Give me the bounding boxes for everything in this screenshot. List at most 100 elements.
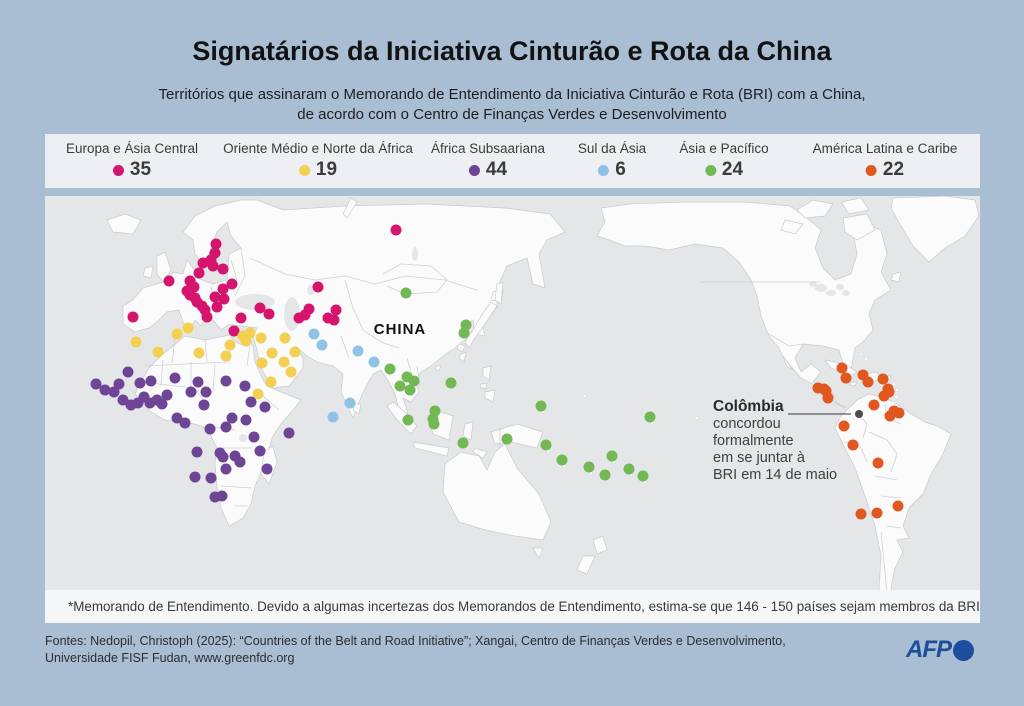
legend-item-america-latina-caribe: América Latina e Caribe 22	[813, 141, 958, 181]
colombia-annotation-marker	[788, 410, 863, 418]
signatory-dot	[384, 363, 396, 375]
signatory-dot	[193, 347, 205, 359]
signatory-dot	[226, 412, 238, 424]
legend-count: 6	[615, 159, 626, 180]
afp-logo-circle-icon	[953, 639, 974, 661]
signatory-dot	[145, 375, 157, 387]
signatory-dot	[263, 308, 275, 320]
signatory-dot	[540, 439, 552, 451]
signatory-dot	[283, 427, 295, 439]
legend-item-sul-da-asia: Sul da Ásia 6	[578, 141, 646, 181]
signatory-dot	[254, 302, 266, 314]
map-footnote: *Memorando de Entendimento. Devido a alg…	[45, 590, 980, 623]
signatory-dot	[224, 339, 236, 351]
legend-label: África Subsaariana	[430, 141, 546, 156]
signatory-dot	[185, 386, 197, 398]
legend: Europa e Ásia Central 35 Oriente Médio e…	[45, 134, 980, 188]
legend-count: 44	[485, 159, 508, 180]
signatory-dot	[390, 224, 402, 236]
signatory-dot	[217, 263, 229, 275]
signatory-dot	[259, 401, 271, 413]
signatory-dot	[330, 304, 342, 316]
legend-label: Europa e Ásia Central	[65, 141, 199, 156]
signatory-dot	[209, 291, 221, 303]
signatory-dot	[838, 420, 850, 432]
signatory-dot	[198, 399, 210, 411]
colombia-annotation: Colômbia concordou formalmente em se jun…	[713, 398, 863, 484]
signatory-dot	[245, 396, 257, 408]
sources-line-2: Universidade FISF Fudan, www.greenfdc.or…	[45, 651, 295, 665]
signatory-dot	[893, 407, 905, 419]
signatory-dot	[254, 445, 266, 457]
signatory-dot	[134, 377, 146, 389]
signatory-dot	[556, 454, 568, 466]
signatory-dot	[855, 508, 867, 520]
signatory-dot	[606, 450, 618, 462]
signatory-dot	[868, 399, 880, 411]
annotation-country-name: Colômbia	[713, 398, 784, 415]
signatory-dot	[182, 322, 194, 334]
signatory-dot	[130, 336, 142, 348]
signatory-dot	[189, 471, 201, 483]
subtitle-line-2: de acordo com o Centro de Finanças Verde…	[297, 106, 727, 123]
signatory-dot	[171, 328, 183, 340]
signatory-dot	[884, 410, 896, 422]
signatory-dot	[308, 328, 320, 340]
signatory-dot	[312, 281, 324, 293]
legend-dot-icon	[598, 164, 610, 176]
signatory-dot	[344, 397, 356, 409]
signatory-dot	[822, 392, 834, 404]
sources-line-1: Fontes: Nedopil, Christoph (2025): “Coun…	[45, 634, 786, 648]
signatory-dot	[239, 380, 251, 392]
signatory-dot	[226, 278, 238, 290]
signatory-dot	[204, 423, 216, 435]
legend-dot-icon	[865, 164, 877, 176]
signatory-dot	[872, 457, 884, 469]
sources: Fontes: Nedopil, Christoph (2025): “Coun…	[45, 633, 786, 667]
afp-logo-text: AFP	[906, 636, 952, 663]
signatory-dot	[217, 283, 229, 295]
signatory-dot	[535, 400, 547, 412]
signatory-dot	[220, 350, 232, 362]
signatory-dot	[289, 346, 301, 358]
signatory-dot	[220, 421, 232, 433]
signatory-dot	[216, 490, 228, 502]
signatory-dot	[197, 257, 209, 269]
legend-item-europa-asia-central: Europa e Ásia Central 35	[66, 141, 198, 181]
legend-dot-icon	[112, 164, 124, 176]
signatory-dot	[836, 362, 848, 374]
signatory-dot	[840, 372, 852, 384]
signatory-dot	[637, 470, 649, 482]
signatory-dot	[299, 309, 311, 321]
signatory-dot	[99, 384, 111, 396]
annotation-line: concordou	[713, 416, 781, 432]
signatory-dot	[171, 412, 183, 424]
signatory-dot	[279, 332, 291, 344]
signatory-dot	[122, 366, 134, 378]
signatory-dot	[404, 384, 416, 396]
subtitle-line-1: Territórios que assinaram o Memorando de…	[158, 86, 866, 103]
signatory-dot	[117, 394, 129, 406]
legend-count: 22	[882, 159, 905, 180]
signatory-dot	[108, 386, 120, 398]
signatory-dot	[113, 378, 125, 390]
signatory-dot	[179, 417, 191, 429]
signatory-dot	[862, 376, 874, 388]
signatory-dot	[218, 293, 230, 305]
china-label: CHINA	[373, 321, 427, 338]
world-map-svg	[90, 196, 980, 609]
legend-count: 35	[129, 159, 152, 180]
signatory-dot	[428, 418, 440, 430]
signatory-dot	[90, 378, 102, 390]
signatory-dot	[402, 414, 414, 426]
signatory-dot	[327, 411, 339, 423]
signatory-dot	[252, 388, 264, 400]
signatory-dot	[240, 414, 252, 426]
world-map: CHINA Colômbia concordou formalmente em …	[45, 196, 980, 623]
signatory-dot	[278, 356, 290, 368]
signatory-dot	[408, 375, 420, 387]
signatory-dot	[200, 386, 212, 398]
signatory-dot	[623, 463, 635, 475]
signatory-dot	[161, 389, 173, 401]
signatory-dot	[235, 312, 247, 324]
